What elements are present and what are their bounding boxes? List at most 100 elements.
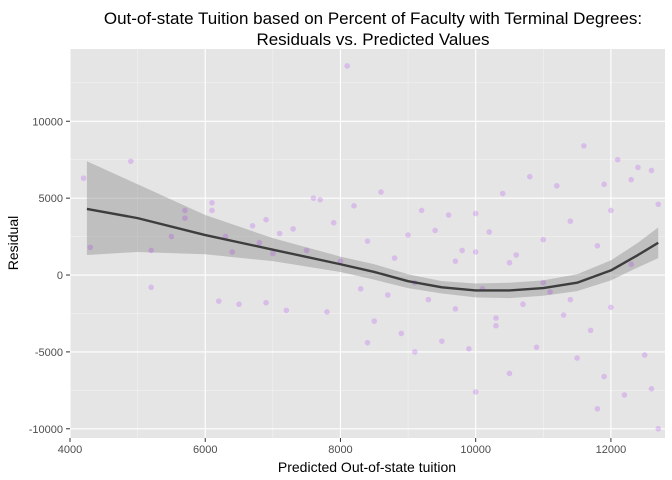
data-point xyxy=(493,315,499,321)
y-tick-label: 5000 xyxy=(39,193,63,205)
data-point xyxy=(506,370,513,377)
data-points xyxy=(80,63,662,432)
y-axis-title: Residual xyxy=(5,216,21,270)
data-point xyxy=(378,189,384,195)
data-point xyxy=(236,301,242,308)
data-point xyxy=(648,385,655,392)
data-point xyxy=(80,175,87,181)
data-point xyxy=(472,210,479,217)
data-point xyxy=(608,304,614,311)
data-point xyxy=(148,284,154,291)
data-point xyxy=(641,352,648,358)
data-point xyxy=(520,301,526,308)
data-point xyxy=(655,201,662,208)
data-point xyxy=(628,176,634,183)
data-point xyxy=(587,327,594,334)
data-point xyxy=(364,238,371,244)
data-point xyxy=(182,207,188,214)
data-point xyxy=(648,167,655,174)
data-point xyxy=(283,307,290,314)
smooth-curve xyxy=(86,207,659,292)
data-point xyxy=(540,279,547,286)
y-tick-label: 0 xyxy=(57,270,63,282)
data-point xyxy=(405,232,411,238)
y-tick-label: -5000 xyxy=(35,347,63,359)
data-point xyxy=(249,223,256,229)
data-point xyxy=(560,312,567,318)
x-tick-label: 4000 xyxy=(58,444,82,456)
x-tick-label: 8000 xyxy=(328,444,352,456)
data-point xyxy=(452,258,459,264)
data-point xyxy=(594,405,601,412)
x-tick-label: 12000 xyxy=(596,444,627,456)
x-tick-label: 6000 xyxy=(193,444,217,456)
data-point xyxy=(459,247,465,254)
data-point xyxy=(337,258,344,264)
data-point xyxy=(276,230,283,237)
data-point xyxy=(594,243,601,249)
x-axis-title: Predicted Out-of-state tuition xyxy=(278,459,456,475)
data-point xyxy=(256,239,263,246)
data-point xyxy=(439,338,445,344)
data-point xyxy=(554,183,560,189)
data-point xyxy=(270,250,276,257)
data-point xyxy=(614,156,621,163)
data-point xyxy=(621,392,628,398)
data-point xyxy=(445,212,452,218)
data-point xyxy=(330,219,337,226)
y-tick-label: 10000 xyxy=(32,116,63,128)
data-point xyxy=(533,344,540,351)
data-point xyxy=(263,299,269,306)
data-point xyxy=(493,322,499,329)
data-point xyxy=(317,196,323,203)
data-point xyxy=(540,236,547,243)
data-point xyxy=(215,298,222,304)
data-point xyxy=(574,355,580,361)
smooth-line xyxy=(86,207,659,292)
data-point xyxy=(526,173,533,180)
data-point xyxy=(567,218,574,225)
data-point xyxy=(357,286,364,292)
data-point xyxy=(581,143,587,149)
data-point xyxy=(371,318,378,324)
data-point xyxy=(418,207,425,214)
data-point xyxy=(364,339,371,346)
data-point xyxy=(655,425,662,432)
data-point xyxy=(486,229,493,235)
data-point xyxy=(324,309,330,315)
data-point xyxy=(547,289,553,295)
data-point xyxy=(499,190,506,197)
data-point xyxy=(290,226,296,232)
data-point xyxy=(209,199,215,206)
data-point xyxy=(567,296,574,303)
data-point xyxy=(635,164,641,171)
x-axis-ticks: 4000 6000 8000 10000 12000 xyxy=(58,438,626,456)
data-point xyxy=(384,292,391,298)
data-point xyxy=(452,306,459,312)
data-point xyxy=(608,207,614,214)
data-point xyxy=(351,203,357,209)
data-point xyxy=(472,389,479,395)
data-point xyxy=(310,195,317,201)
data-point xyxy=(398,330,405,337)
data-point xyxy=(229,249,236,255)
data-point xyxy=(466,346,472,352)
data-point xyxy=(628,261,634,268)
data-point xyxy=(513,252,520,258)
data-point xyxy=(182,215,188,221)
data-point xyxy=(87,244,94,251)
data-point xyxy=(601,373,607,380)
data-point xyxy=(148,247,154,254)
y-tick-label: -10000 xyxy=(29,424,63,436)
chart-title-line-1: Out-of-state Tuition based on Percent of… xyxy=(104,9,642,28)
data-point xyxy=(128,158,134,165)
chart-title-line-2: Residuals vs. Predicted Values xyxy=(256,30,489,49)
data-point xyxy=(425,296,432,303)
data-point xyxy=(344,63,351,69)
data-point xyxy=(432,227,438,234)
y-axis-ticks: -10000 -5000 0 5000 10000 xyxy=(29,116,70,436)
data-point xyxy=(601,181,607,188)
data-point xyxy=(168,233,175,240)
x-tick-label: 10000 xyxy=(460,444,491,456)
